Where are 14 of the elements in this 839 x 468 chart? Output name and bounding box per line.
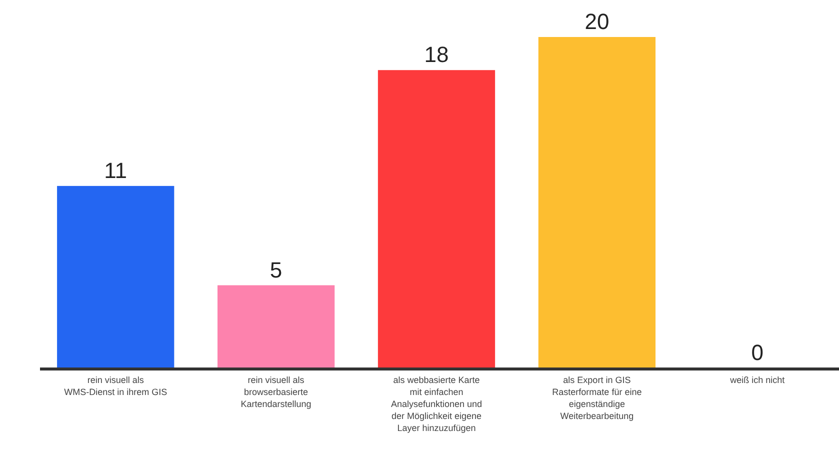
data-label: 11 bbox=[104, 158, 128, 183]
bar bbox=[217, 285, 335, 368]
data-label: 5 bbox=[270, 257, 282, 282]
x-tick-label: als webbasierte Karte mit einfachen Analysefunktionen und der Möglichkeit eigene Layer hinzuzufügen bbox=[390, 375, 482, 433]
bar bbox=[57, 186, 174, 368]
x-tick-label: weiß ich nicht bbox=[729, 375, 786, 385]
bar bbox=[538, 37, 656, 368]
x-tick-label: rein visuell als browserbasierte Kartendarstellung bbox=[240, 375, 312, 409]
bar bbox=[378, 70, 496, 368]
x-tick-label: rein visuell als WMS-Dienst in ihrem GIS bbox=[64, 375, 168, 397]
data-label: 20 bbox=[584, 9, 610, 34]
data-label: 0 bbox=[751, 340, 764, 365]
x-tick-label: als Export in GIS Rasterformate für eine eigenständige Weiterbearbeitung bbox=[552, 375, 642, 421]
data-label: 18 bbox=[424, 42, 449, 68]
